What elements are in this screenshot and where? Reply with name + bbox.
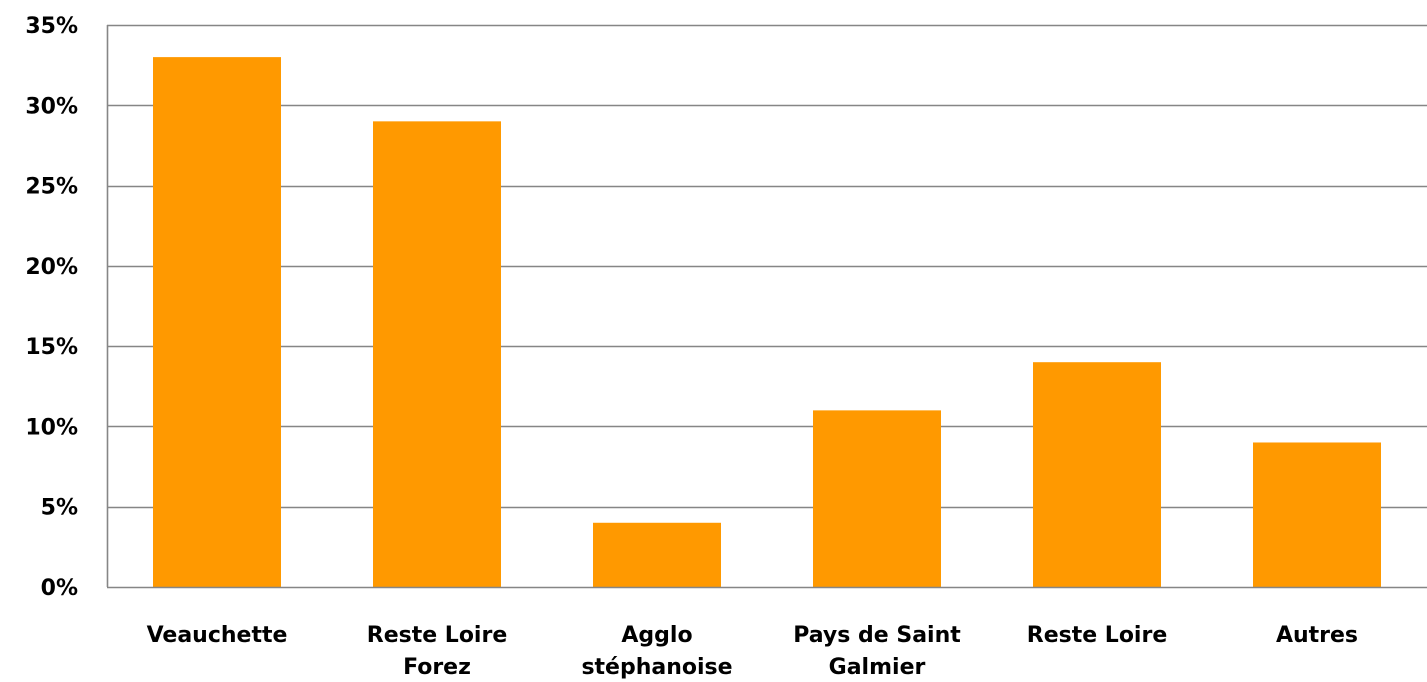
x-category-label-line: Pays de Saint (793, 623, 961, 648)
axes (106, 25, 1427, 589)
bar (593, 522, 721, 587)
x-category-label: Reste Loire (1027, 623, 1168, 648)
x-category-label-line: Reste Loire (367, 623, 508, 648)
x-category-label-line: Forez (403, 655, 471, 680)
y-tick-label: 0% (41, 576, 78, 601)
y-tick-label: 15% (25, 335, 78, 360)
x-category-label: Reste Loire Forez (367, 623, 508, 680)
bar (1033, 362, 1161, 587)
x-category-label-line: Autres (1276, 623, 1358, 648)
x-category-label-line: stéphanoise (581, 655, 732, 680)
gridlines (107, 24, 1427, 509)
bar (813, 410, 941, 587)
y-tick-label: 20% (25, 255, 78, 280)
y-tick-label: 35% (25, 14, 78, 39)
x-category-label: Autres (1276, 623, 1358, 648)
y-tick-label: 30% (25, 94, 78, 119)
x-category-label-line: Reste Loire (1027, 623, 1168, 648)
x-category-labels: Veauchette Reste Loire Forez Agglo stéphanoi… (147, 623, 1358, 680)
bar (373, 121, 501, 587)
x-category-label: Agglo stéphanoise (581, 623, 732, 680)
x-category-label: Pays de Saint Galmier (793, 623, 961, 680)
y-tick-label: 10% (25, 415, 78, 440)
x-category-label-line: Veauchette (147, 623, 288, 648)
y-tick-label: 5% (41, 496, 78, 521)
y-tick-label: 25% (25, 175, 78, 200)
bar (153, 57, 281, 588)
x-category-label-line: Galmier (829, 655, 926, 680)
bars (153, 57, 1381, 588)
x-category-label-line: Agglo (621, 623, 692, 648)
y-tick-labels: 0% 5% 10% 15% 20% 25% 30% 35% (25, 14, 78, 601)
x-category-label: Veauchette (147, 623, 288, 648)
bar (1253, 442, 1381, 587)
